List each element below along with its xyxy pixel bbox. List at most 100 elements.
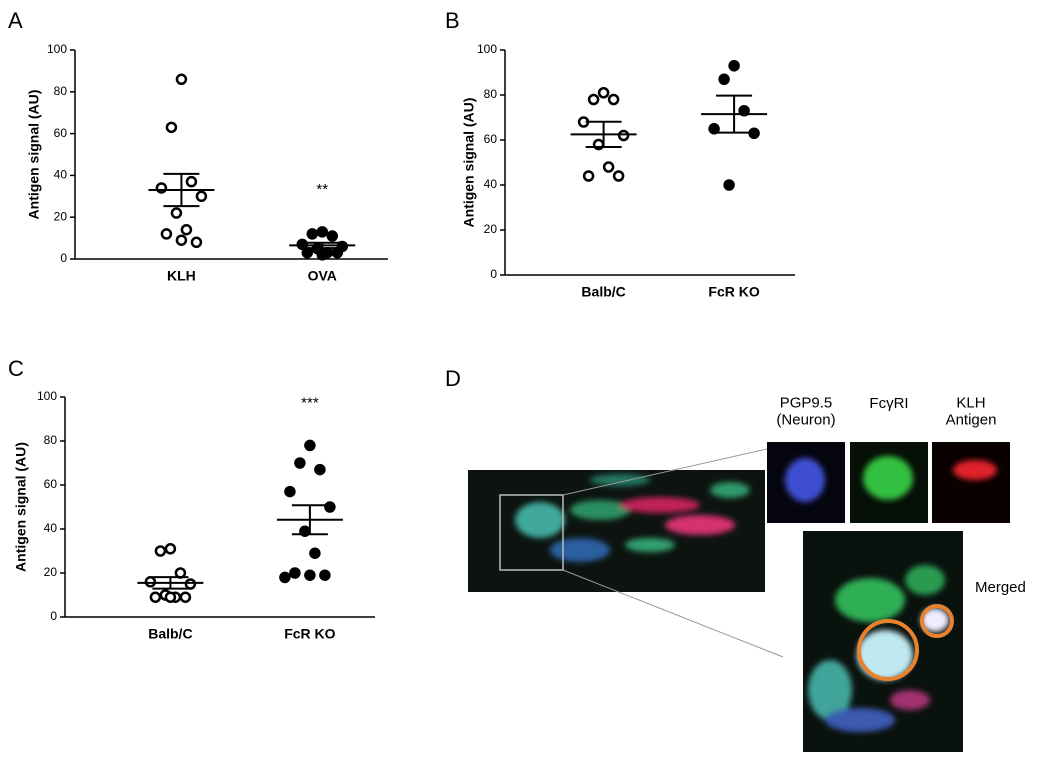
y-tick-label: 20: [44, 565, 58, 579]
y-axis-label: Antigen signal (AU): [26, 90, 42, 220]
data-point: [607, 93, 620, 106]
data-point: [190, 236, 203, 249]
data-point: [738, 105, 750, 117]
y-tick-label: 80: [54, 84, 68, 98]
y-tick-label: 40: [54, 168, 68, 182]
error-bar: [304, 241, 341, 250]
klh-signal: [953, 460, 997, 480]
data-point: [184, 578, 197, 590]
y-tick-label: 100: [47, 42, 67, 56]
y-tick-label: 0: [60, 251, 67, 265]
y-tick-label: 80: [44, 433, 58, 447]
data-point: [612, 170, 625, 182]
y-tick-label: 100: [37, 389, 57, 403]
data-point: [149, 591, 162, 603]
error-bar: [716, 94, 753, 134]
data-point: [144, 576, 157, 588]
y-tick-label: 0: [50, 609, 57, 623]
panel-label: D: [445, 366, 461, 391]
zoom-line: [562, 569, 784, 658]
y-tick-label: 100: [477, 42, 497, 56]
data-point: [617, 129, 630, 142]
data-point: [301, 246, 314, 259]
data-point: [309, 547, 321, 559]
error-bar: [152, 576, 189, 590]
data-point: [316, 226, 329, 238]
data-point: [314, 463, 326, 476]
data-point: [324, 501, 336, 513]
x-tick-label: Balb/C: [148, 626, 192, 642]
channel-label: Antigen: [946, 411, 997, 428]
data-point: [174, 567, 187, 579]
y-axis-label: Antigen signal (AU): [461, 98, 477, 228]
channel-label: PGP9.5: [780, 394, 833, 411]
highlight-circle: [920, 604, 954, 638]
x-tick-label: Balb/C: [581, 284, 625, 300]
y-tick-label: 60: [54, 126, 68, 140]
data-point: [294, 457, 306, 469]
zoom-line: [562, 448, 768, 496]
y-tick-label: 60: [44, 477, 58, 491]
data-point: [179, 591, 192, 603]
data-point: [185, 175, 198, 188]
data-point: [154, 545, 167, 557]
channel-label: KLH: [956, 394, 985, 411]
data-point: [164, 591, 177, 603]
data-point: [284, 485, 296, 498]
data-point: [326, 230, 339, 242]
data-point: [319, 569, 331, 581]
panel-label: A: [8, 8, 23, 33]
y-tick-label: 80: [484, 87, 498, 101]
data-point: [175, 234, 188, 246]
channel-label: (Neuron): [776, 411, 835, 428]
data-point: [587, 93, 600, 106]
data-point: [289, 567, 301, 579]
merged-label: Merged: [975, 579, 1026, 596]
error-bar: [585, 120, 622, 148]
data-point: [582, 170, 595, 182]
data-point: [708, 123, 720, 135]
inset-box: [499, 494, 564, 571]
channel-label: FcγRI: [869, 395, 908, 412]
y-tick-label: 20: [484, 222, 498, 236]
significance: ***: [301, 394, 319, 411]
data-point: [160, 228, 173, 240]
data-point: [175, 73, 188, 86]
data-point: [304, 439, 316, 452]
fcgri-signal: [863, 456, 913, 500]
y-tick-label: 20: [54, 209, 68, 223]
data-point: [316, 249, 329, 261]
data-point: [304, 569, 316, 581]
x-tick-label: FcR KO: [708, 284, 759, 300]
data-point: [723, 179, 735, 191]
overview-texture: [515, 474, 750, 562]
data-point: [331, 246, 344, 259]
significance: **: [316, 181, 328, 198]
y-tick-label: 40: [484, 177, 498, 191]
data-point: [165, 121, 178, 134]
data-point: [728, 60, 740, 72]
x-tick-label: OVA: [308, 268, 337, 284]
data-point: [195, 190, 208, 203]
panel-label: C: [8, 356, 24, 381]
x-tick-label: FcR KO: [284, 626, 335, 642]
data-point: [306, 228, 319, 240]
y-tick-label: 40: [44, 521, 58, 535]
data-point: [170, 207, 183, 219]
error-bar: [291, 504, 328, 536]
highlight-circle: [857, 619, 919, 681]
x-tick-label: KLH: [167, 268, 196, 284]
klh-image: [932, 442, 1010, 523]
data-point: [155, 182, 168, 194]
y-tick-label: 0: [490, 267, 497, 281]
data-point: [718, 73, 730, 85]
data-point: [597, 87, 610, 99]
panel-label: B: [445, 8, 460, 33]
y-tick-label: 60: [484, 132, 498, 146]
micrograph-panel: D Merged: [445, 366, 1026, 752]
data-point: [180, 223, 193, 236]
y-axis-label: Antigen signal (AU): [13, 442, 29, 572]
data-point: [164, 543, 177, 555]
data-point: [602, 161, 615, 173]
